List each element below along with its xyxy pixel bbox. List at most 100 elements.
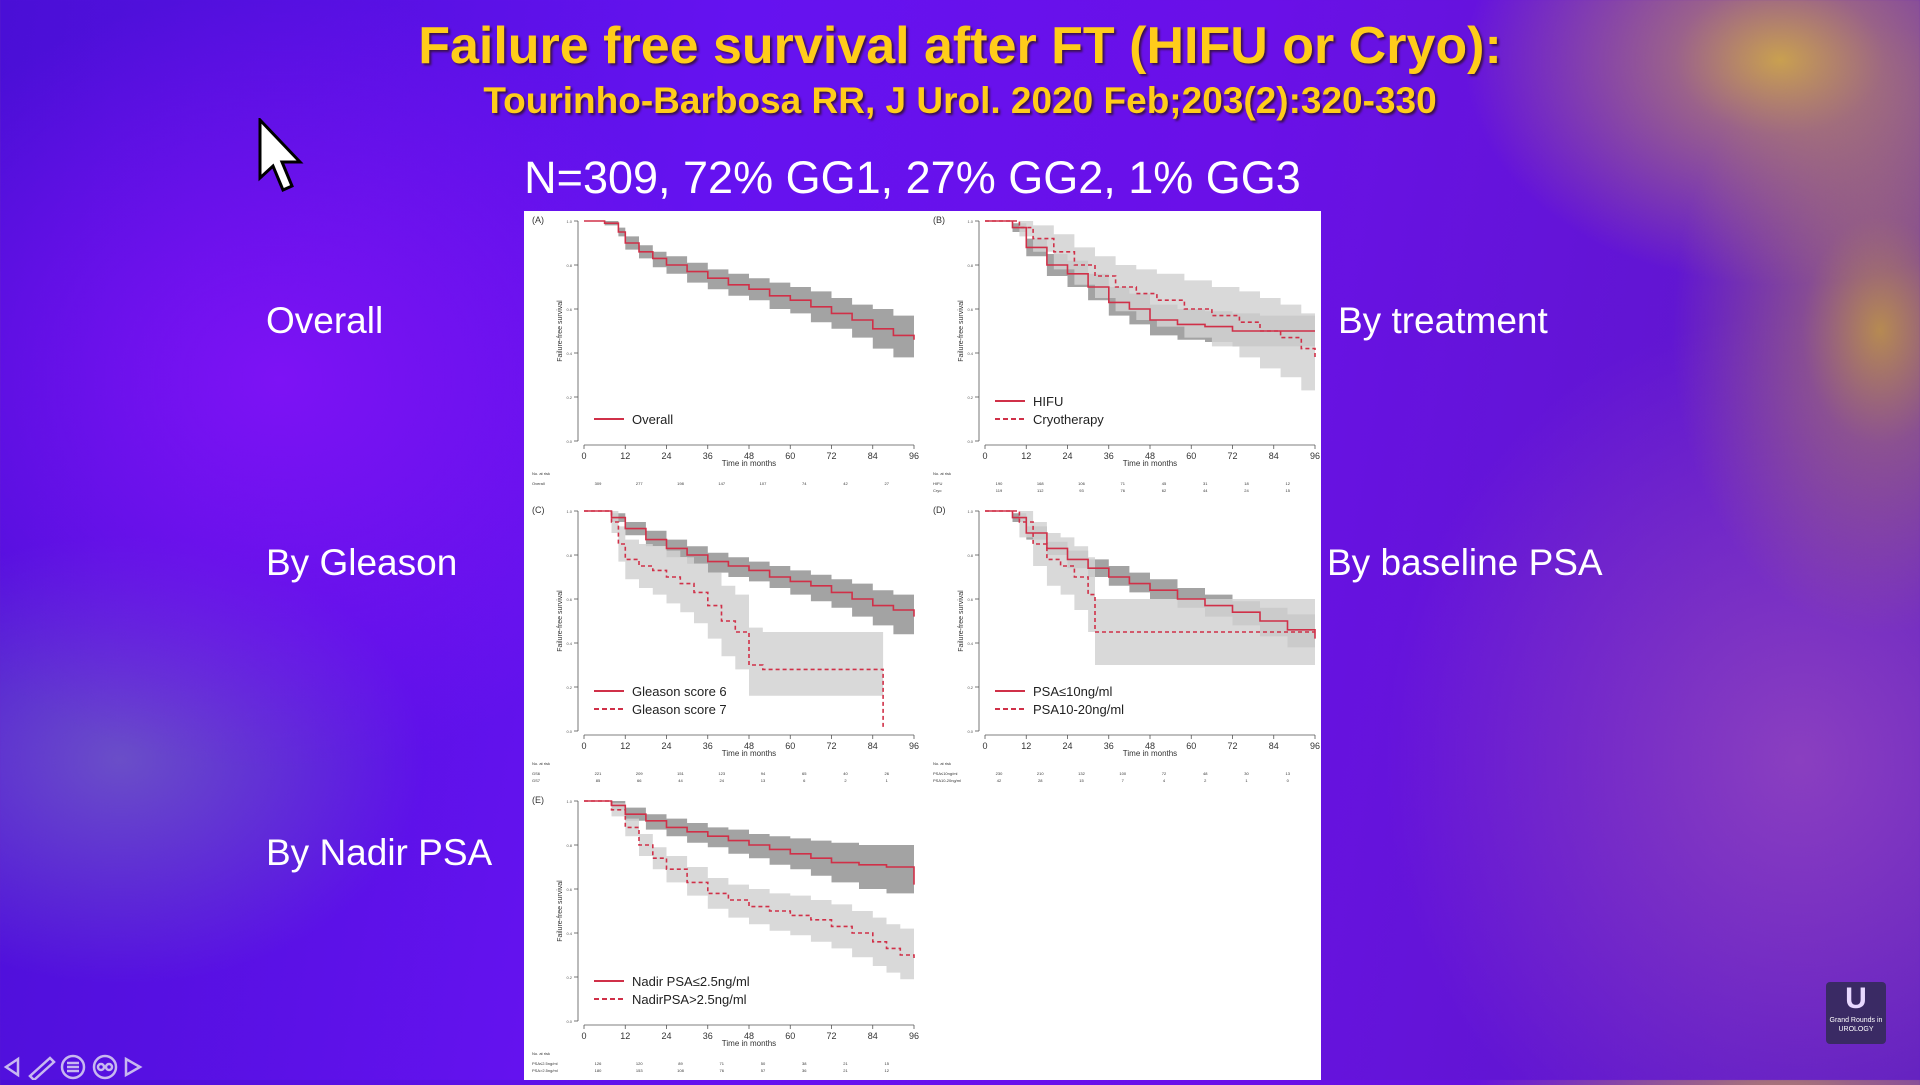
logo-text: Grand Rounds in UROLOGY	[1829, 1017, 1883, 1033]
x-tick-label: 36	[703, 1031, 713, 1041]
risk-value: 2	[844, 778, 847, 783]
x-tick-label: 0	[581, 451, 586, 461]
km-chart-svg: (B) 0 12 24 36 48 60 72 84 96 1.0 0.8 0.6 0.4 0.2 0.0 Ti…	[933, 215, 1320, 493]
risk-value: 30	[1244, 771, 1249, 776]
x-tick-label: 24	[1062, 451, 1072, 461]
risk-value: 1	[886, 778, 889, 783]
y-axis-label: Failure-free survival	[557, 300, 564, 362]
pen-icon[interactable]	[28, 1056, 56, 1082]
risk-value: 24	[720, 778, 725, 783]
y-tick-label: 0.0	[566, 1019, 572, 1024]
risk-value: 76	[720, 1068, 725, 1073]
risk-value: 221	[595, 771, 602, 776]
x-tick-label: 48	[744, 1031, 754, 1041]
menu-icon[interactable]	[60, 1054, 86, 1080]
risk-value: 12	[885, 1068, 890, 1073]
panel-letter: (D)	[933, 505, 946, 515]
risk-value: 85	[596, 778, 601, 783]
risk-value: 147	[718, 481, 725, 486]
risk-value: 112	[1037, 488, 1044, 493]
risk-value: 42	[997, 778, 1002, 783]
x-tick-label: 72	[1227, 451, 1237, 461]
y-tick-label: 0.2	[566, 975, 572, 980]
x-axis-label: Time in months	[722, 459, 776, 468]
y-tick-label: 0.0	[967, 439, 973, 444]
y-tick-label: 0.6	[566, 887, 572, 892]
km-chart-svg: (C)0 12 24 36 48 60 72 84 961.00.80.60.40.20.0Ti…	[532, 505, 919, 783]
survival-curve-2	[985, 510, 1315, 633]
risk-value: 100	[1119, 771, 1126, 776]
x-tick-label: 60	[1186, 451, 1196, 461]
x-axis-label: Time in months	[1123, 749, 1177, 758]
risk-value: 44	[678, 778, 683, 783]
risk-value: 38	[802, 1061, 807, 1066]
x-tick-label: 0	[982, 451, 987, 461]
risk-value: 57	[761, 1068, 766, 1073]
risk-value: 107	[760, 481, 767, 486]
y-tick-label: 0.2	[967, 395, 973, 400]
y-tick-label: 0.0	[566, 729, 572, 734]
risk-value: 24	[1244, 488, 1249, 493]
x-tick-label: 24	[661, 741, 671, 751]
label-overall: Overall	[266, 300, 384, 341]
panel-letter: (A)	[532, 215, 544, 225]
legend-label: Gleason score 6	[632, 684, 727, 699]
next-slide-icon[interactable]	[124, 1056, 143, 1078]
survival-curve-2	[584, 510, 884, 729]
risk-value: 2	[1204, 778, 1207, 783]
x-tick-label: 36	[703, 741, 713, 751]
y-tick-label: 0.4	[967, 641, 973, 646]
risk-value: 27	[885, 481, 890, 486]
risk-value: 108	[677, 1068, 684, 1073]
risk-value: 71	[720, 1061, 725, 1066]
panel-letter: (E)	[532, 795, 544, 805]
risk-row-label: PSA≤10ng/ml	[933, 771, 958, 776]
x-tick-label: 0	[581, 1031, 586, 1041]
risk-table-label: No. at risk	[532, 1051, 550, 1056]
x-tick-label: 12	[620, 1031, 630, 1041]
x-tick-label: 24	[661, 451, 671, 461]
label-by-gleason: By Gleason	[266, 542, 458, 583]
risk-value: 168	[1037, 481, 1044, 486]
y-axis-label: Failure-free survival	[557, 880, 564, 942]
y-axis-label: Failure-free survival	[958, 590, 965, 652]
y-axis-label: Failure-free survival	[958, 300, 965, 362]
x-tick-label: 60	[785, 451, 795, 461]
risk-value: 13	[761, 778, 766, 783]
cohort-stats: N=309, 72% GG1, 27% GG2, 1% GG3	[524, 152, 1301, 203]
risk-table-label: No. at risk	[933, 761, 951, 766]
y-tick-label: 0.6	[566, 597, 572, 602]
x-tick-label: 72	[1227, 741, 1237, 751]
risk-value: 190	[996, 481, 1003, 486]
risk-value: 210	[1037, 771, 1044, 776]
x-tick-label: 24	[1062, 741, 1072, 751]
x-tick-label: 96	[909, 451, 919, 461]
prev-slide-icon[interactable]	[3, 1056, 20, 1078]
risk-value: 120	[636, 1061, 643, 1066]
risk-value: 50	[761, 1061, 766, 1066]
y-tick-label: 0.0	[566, 439, 572, 444]
risk-value: 21	[843, 1068, 848, 1073]
x-tick-label: 12	[620, 741, 630, 751]
risk-value: 0	[1287, 778, 1290, 783]
risk-value: 153	[636, 1068, 643, 1073]
risk-value: 89	[678, 1061, 683, 1066]
slide-title: Failure free survival after FT (HIFU or …	[418, 17, 1502, 75]
y-tick-label: 0.8	[967, 553, 973, 558]
zoom-icon[interactable]	[92, 1054, 118, 1080]
risk-row-label: PSA>2.5ng/ml	[532, 1068, 558, 1073]
risk-row-label: PSA≤2.5ng/ml	[532, 1061, 558, 1066]
risk-value: 40	[843, 771, 848, 776]
survival-curve-2	[584, 800, 915, 960]
risk-value: 18	[1244, 481, 1249, 486]
ci-band-1	[584, 221, 914, 364]
km-figure: (A) 0 12 24 36 48 60 72 84 96 1.0 0.8 0.6 0.4 0.2 0.0 Ti…	[524, 211, 1321, 1080]
y-tick-label: 0.8	[566, 263, 572, 268]
risk-row-label: Overall	[532, 481, 545, 486]
km-panel-d: (D) 0 12 24 36 48 60 72 84 96 1.0 0.8 0.6 0.4 0.2 0.0 Ti…	[925, 501, 1321, 791]
panel-letter: (C)	[532, 505, 545, 515]
x-tick-label: 12	[1021, 741, 1031, 751]
risk-value: 7	[1122, 778, 1125, 783]
risk-value: 26	[885, 771, 890, 776]
risk-value: 28	[1038, 778, 1043, 783]
